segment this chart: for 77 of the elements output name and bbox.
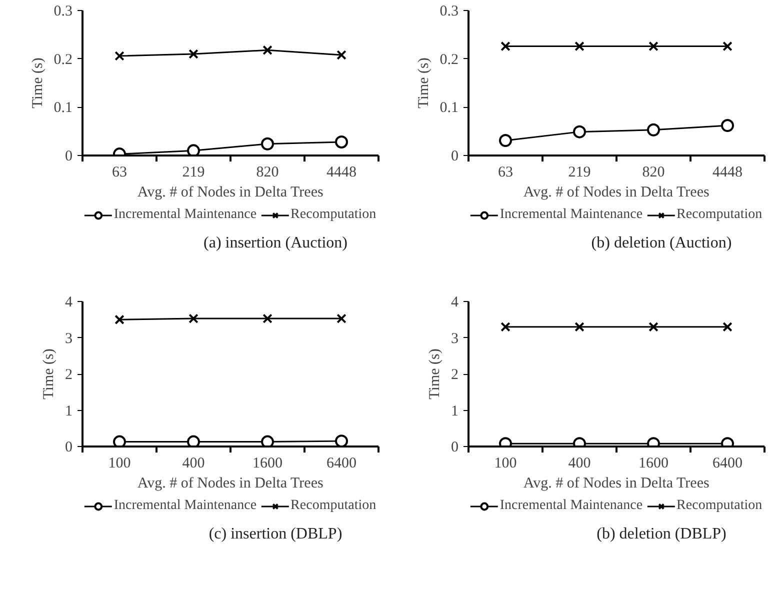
point	[188, 49, 198, 59]
x-tick-label: 219	[182, 164, 205, 180]
y-tick-label: 4	[451, 294, 459, 310]
y-axis-title: Time (s)	[30, 58, 46, 108]
point	[261, 137, 274, 150]
point	[335, 434, 348, 446]
x-tick-label: 6400	[712, 456, 742, 472]
y-tick-label: 3	[451, 330, 458, 347]
y-tick-label: 2	[65, 367, 72, 383]
point	[188, 314, 198, 324]
x-axis-title: Avg. # of Nodes in Delta Trees	[523, 184, 710, 200]
point	[336, 314, 346, 324]
text: (c) insertion (DBLP)	[208, 526, 342, 542]
y-tick-label: 1	[65, 403, 72, 420]
x-tick-label: 63	[112, 164, 127, 180]
y-tick-label: 1	[451, 403, 458, 420]
legend-label: Recomputation	[676, 207, 762, 223]
legend-label: Recomputation	[290, 207, 376, 223]
x-tick-label: 400	[182, 456, 205, 472]
point	[721, 119, 734, 132]
y-tick-label: 0.2	[440, 52, 458, 68]
y-tick-label: 0	[451, 440, 458, 456]
point	[336, 50, 346, 60]
x-tick-label: 4448	[326, 164, 356, 180]
text: (b) deletion (DBLP)	[596, 526, 726, 542]
point	[648, 41, 658, 52]
x-axis-title: Avg. # of Nodes in Delta Trees	[523, 476, 710, 492]
x-tick-label: 4448	[712, 164, 742, 180]
y-axis-title: Time (s)	[427, 348, 443, 400]
point	[573, 125, 586, 138]
point	[187, 144, 200, 156]
y-tick-label: 0.3	[54, 4, 72, 20]
legend-label: Incremental Maintenance	[500, 207, 643, 223]
x-tick-label: 100	[494, 456, 517, 472]
point	[114, 51, 124, 61]
point	[113, 435, 126, 446]
legend-label: Recomputation	[676, 498, 762, 514]
y-tick-label: 0	[451, 148, 458, 164]
point	[499, 134, 512, 148]
legend-label: Recomputation	[290, 498, 376, 514]
legend-label: Incremental Maintenance	[114, 498, 257, 514]
x-tick-label: 63	[498, 164, 513, 180]
point	[722, 41, 732, 52]
x-axis-title: Avg. # of Nodes in Delta Trees	[137, 476, 324, 492]
text: (a) insertion (Auction)	[204, 234, 348, 252]
legend-label: Incremental Maintenance	[114, 207, 257, 223]
x-tick-label: 400	[568, 456, 591, 472]
x-tick-label: 1600	[638, 456, 668, 472]
x-axis-title: Avg. # of Nodes in Delta Trees	[137, 184, 324, 200]
y-axis-title: Time (s)	[41, 348, 57, 400]
point	[187, 435, 200, 446]
y-tick-label: 0.1	[54, 100, 72, 116]
point	[335, 135, 348, 148]
y-tick-label: 0.1	[440, 100, 458, 116]
point	[261, 435, 274, 446]
y-axis-title: Time (s)	[416, 58, 432, 108]
y-tick-label: 2	[451, 367, 458, 383]
y-tick-label: 4	[65, 294, 73, 310]
y-tick-label: 0.3	[440, 4, 458, 20]
x-tick-label: 219	[568, 164, 591, 180]
x-tick-label: 100	[108, 456, 131, 472]
point	[262, 314, 272, 324]
point	[647, 123, 660, 136]
y-tick-label: 0	[65, 440, 72, 456]
point	[500, 41, 510, 52]
y-tick-label: 0.2	[54, 52, 72, 68]
y-tick-label: 0	[65, 148, 72, 164]
x-tick-label: 6400	[326, 456, 356, 472]
x-tick-label: 820	[642, 164, 665, 180]
point	[574, 41, 584, 52]
text: (b) deletion (Auction)	[591, 234, 732, 252]
x-tick-label: 820	[256, 164, 279, 180]
point	[262, 45, 272, 56]
point	[114, 314, 124, 325]
legend-label: Incremental Maintenance	[500, 498, 643, 514]
x-tick-label: 1600	[252, 456, 282, 472]
y-tick-label: 3	[65, 330, 72, 347]
